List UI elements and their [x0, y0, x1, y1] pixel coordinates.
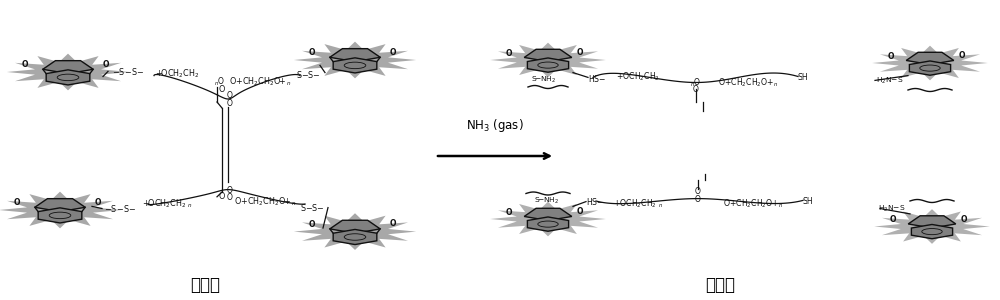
Polygon shape [906, 52, 954, 64]
Polygon shape [43, 61, 93, 74]
Text: O: O [577, 48, 584, 57]
Text: O: O [227, 186, 233, 195]
Text: O: O [95, 198, 101, 207]
Text: O: O [890, 215, 896, 224]
Polygon shape [908, 216, 956, 228]
Text: $_n$O: $_n$O [690, 76, 702, 89]
Text: O: O [309, 220, 315, 229]
Text: O: O [309, 49, 315, 58]
Text: O: O [577, 207, 584, 216]
Text: SH: SH [798, 74, 808, 82]
Text: $_n$O: $_n$O [214, 75, 226, 88]
Text: O: O [103, 60, 109, 69]
Text: SH: SH [803, 197, 813, 206]
Text: O: O [506, 208, 512, 217]
Polygon shape [330, 220, 380, 233]
Text: O: O [390, 48, 396, 57]
Text: HS$-$: HS$-$ [588, 73, 606, 83]
Polygon shape [7, 54, 129, 90]
Text: S$-$S$-$: S$-$S$-$ [296, 69, 320, 80]
Text: $+$OCH$_2$CH$_2$ $_n$: $+$OCH$_2$CH$_2$ $_n$ [613, 198, 663, 210]
Text: O: O [695, 188, 701, 196]
Text: O: O [219, 85, 225, 94]
Text: O: O [22, 61, 28, 70]
Text: O: O [506, 49, 512, 58]
Polygon shape [527, 58, 569, 72]
Polygon shape [524, 208, 572, 220]
Polygon shape [527, 217, 569, 231]
Polygon shape [872, 46, 988, 80]
Text: O: O [959, 51, 966, 60]
Text: S$-$S$-$: S$-$S$-$ [300, 202, 324, 213]
Polygon shape [490, 43, 606, 77]
Polygon shape [874, 209, 990, 244]
Polygon shape [333, 230, 377, 244]
Text: O: O [227, 99, 233, 108]
Polygon shape [0, 192, 121, 228]
Text: O: O [227, 92, 233, 100]
Polygon shape [909, 61, 951, 75]
Polygon shape [333, 58, 377, 73]
Text: O: O [227, 193, 233, 202]
Text: O$+$CH$_2$CH$_2$O$\!\!+_n$: O$+$CH$_2$CH$_2$O$\!\!+_n$ [234, 195, 296, 208]
Text: $\!\!+\!\!$OCH$_2$CH$_2$: $\!\!+\!\!$OCH$_2$CH$_2$ [156, 67, 200, 80]
Polygon shape [294, 213, 416, 250]
Text: S$\!\!-\!\!$NH$_2$: S$\!\!-\!\!$NH$_2$ [534, 196, 558, 206]
Text: O: O [961, 214, 968, 224]
Text: $\!\!+\!\!$OCH$_2$CH$_2$ $_n$: $\!\!+\!\!$OCH$_2$CH$_2$ $_n$ [143, 198, 193, 210]
Polygon shape [490, 202, 606, 236]
Text: $-$S$\!-\!$S$-$: $-$S$\!-\!$S$-$ [112, 66, 144, 77]
Text: O$+$CH$_2$CH$_2$O$\!\!+_n$: O$+$CH$_2$CH$_2$O$\!\!+_n$ [229, 75, 291, 88]
Polygon shape [294, 42, 416, 78]
Polygon shape [911, 224, 953, 239]
Polygon shape [35, 199, 85, 212]
Text: O: O [390, 219, 396, 228]
Polygon shape [524, 49, 572, 62]
Text: $-$S$\!-\!$S$-$: $-$S$\!-\!$S$-$ [104, 203, 136, 214]
Polygon shape [38, 208, 82, 223]
Text: O: O [695, 195, 701, 204]
Text: 无荧光: 无荧光 [190, 276, 220, 294]
Text: H$_2$N$-$S: H$_2$N$-$S [876, 76, 904, 86]
Text: S$\!\!-\!\!$NH$_2$: S$\!\!-\!\!$NH$_2$ [531, 74, 555, 85]
Text: HS$-$: HS$-$ [586, 196, 604, 207]
Polygon shape [46, 70, 90, 85]
Text: H$_2$N$-$S: H$_2$N$-$S [878, 203, 906, 214]
Polygon shape [330, 49, 380, 62]
Text: NH$_3$ (gas): NH$_3$ (gas) [466, 118, 524, 134]
Text: O: O [219, 192, 225, 201]
Text: O$+$CH$_2$CH$_2$O$+_n$: O$+$CH$_2$CH$_2$O$+_n$ [723, 198, 783, 210]
Text: O: O [693, 85, 699, 94]
Text: O: O [888, 52, 894, 61]
Text: O: O [14, 199, 20, 208]
Text: 强荧光: 强荧光 [705, 276, 735, 294]
Text: O$+$CH$_2$CH$_2$O$+_n$: O$+$CH$_2$CH$_2$O$+_n$ [718, 76, 778, 89]
Text: $+$OCH$_2$CH$_2$: $+$OCH$_2$CH$_2$ [616, 70, 660, 83]
